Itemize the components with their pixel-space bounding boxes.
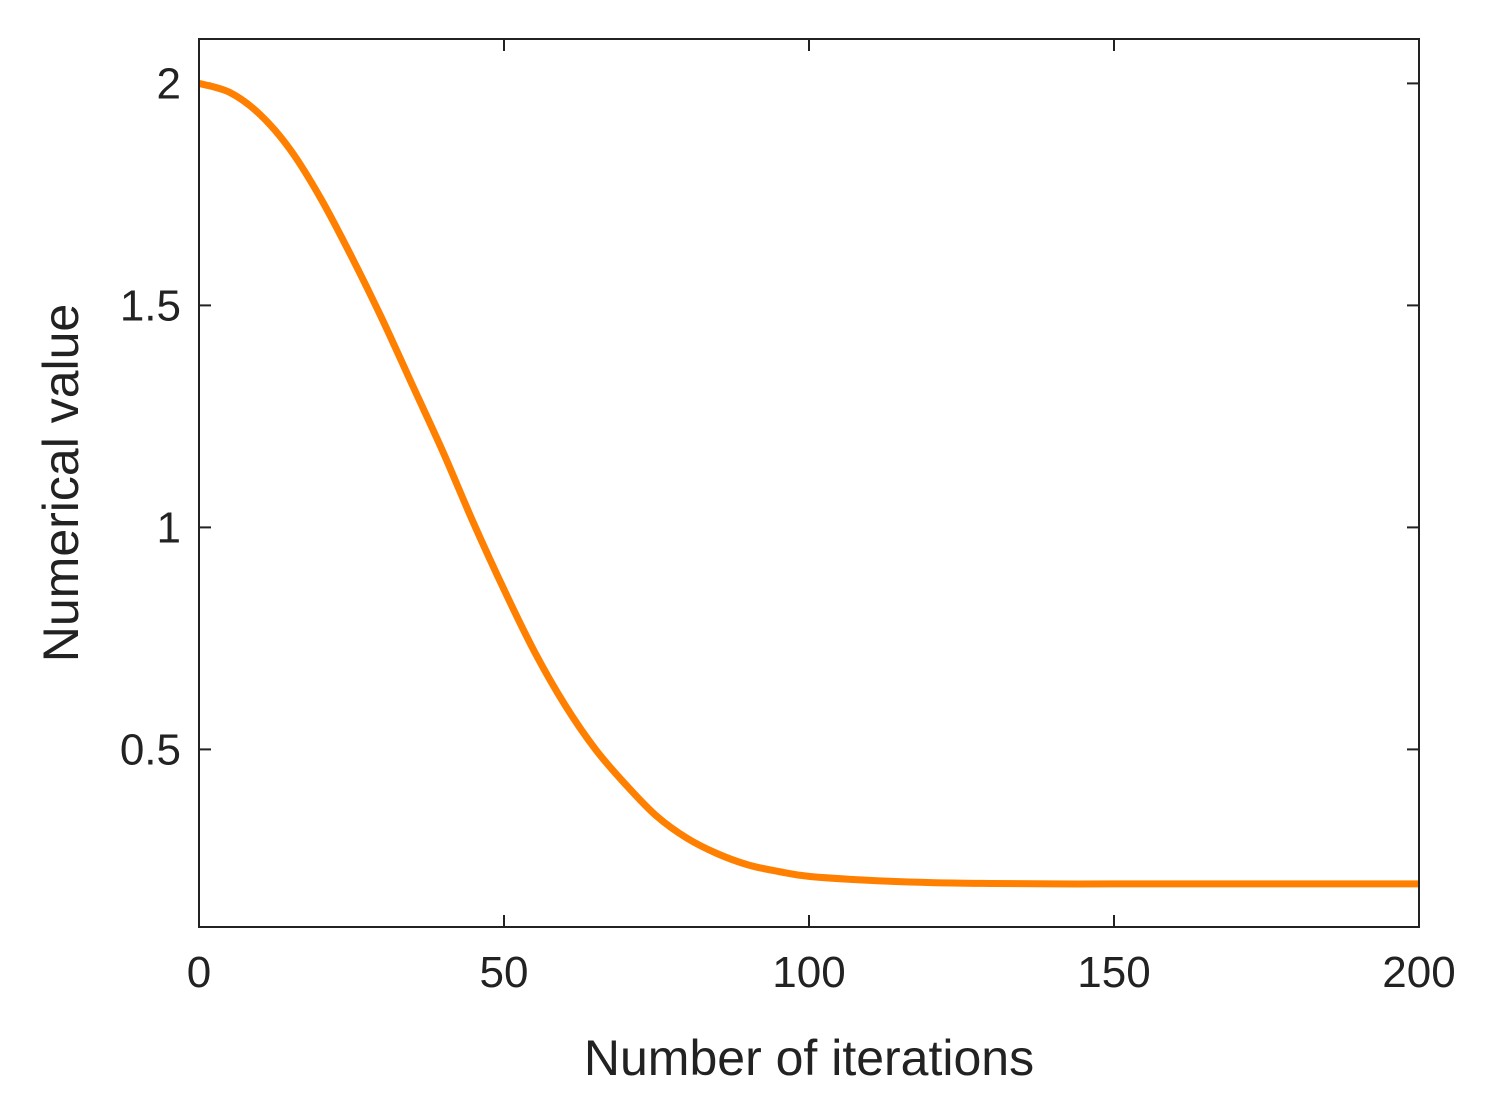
y-axis-label: Numerical value — [33, 304, 89, 662]
y-tick-label: 2 — [157, 59, 181, 108]
y-tick-label: 1.5 — [120, 281, 181, 330]
x-tick-label: 150 — [1077, 948, 1150, 997]
x-tick-label: 50 — [480, 948, 529, 997]
series-line — [198, 80, 1419, 888]
x-axis-label: Number of iterations — [584, 1030, 1034, 1086]
x-tick-label: 100 — [772, 948, 845, 997]
x-tick-label: 0 — [187, 948, 211, 997]
y-tick-label: 1 — [157, 503, 181, 552]
series-layer — [198, 80, 1419, 888]
x-tick-labels: 0 50 100 150 200 — [187, 948, 1456, 997]
plot-frame — [198, 38, 1420, 928]
y-tick-labels: 0.5 1 1.5 2 — [120, 59, 181, 774]
plot-background — [199, 39, 1419, 927]
x-tick-label: 200 — [1382, 948, 1455, 997]
y-tick-label: 0.5 — [120, 725, 181, 774]
